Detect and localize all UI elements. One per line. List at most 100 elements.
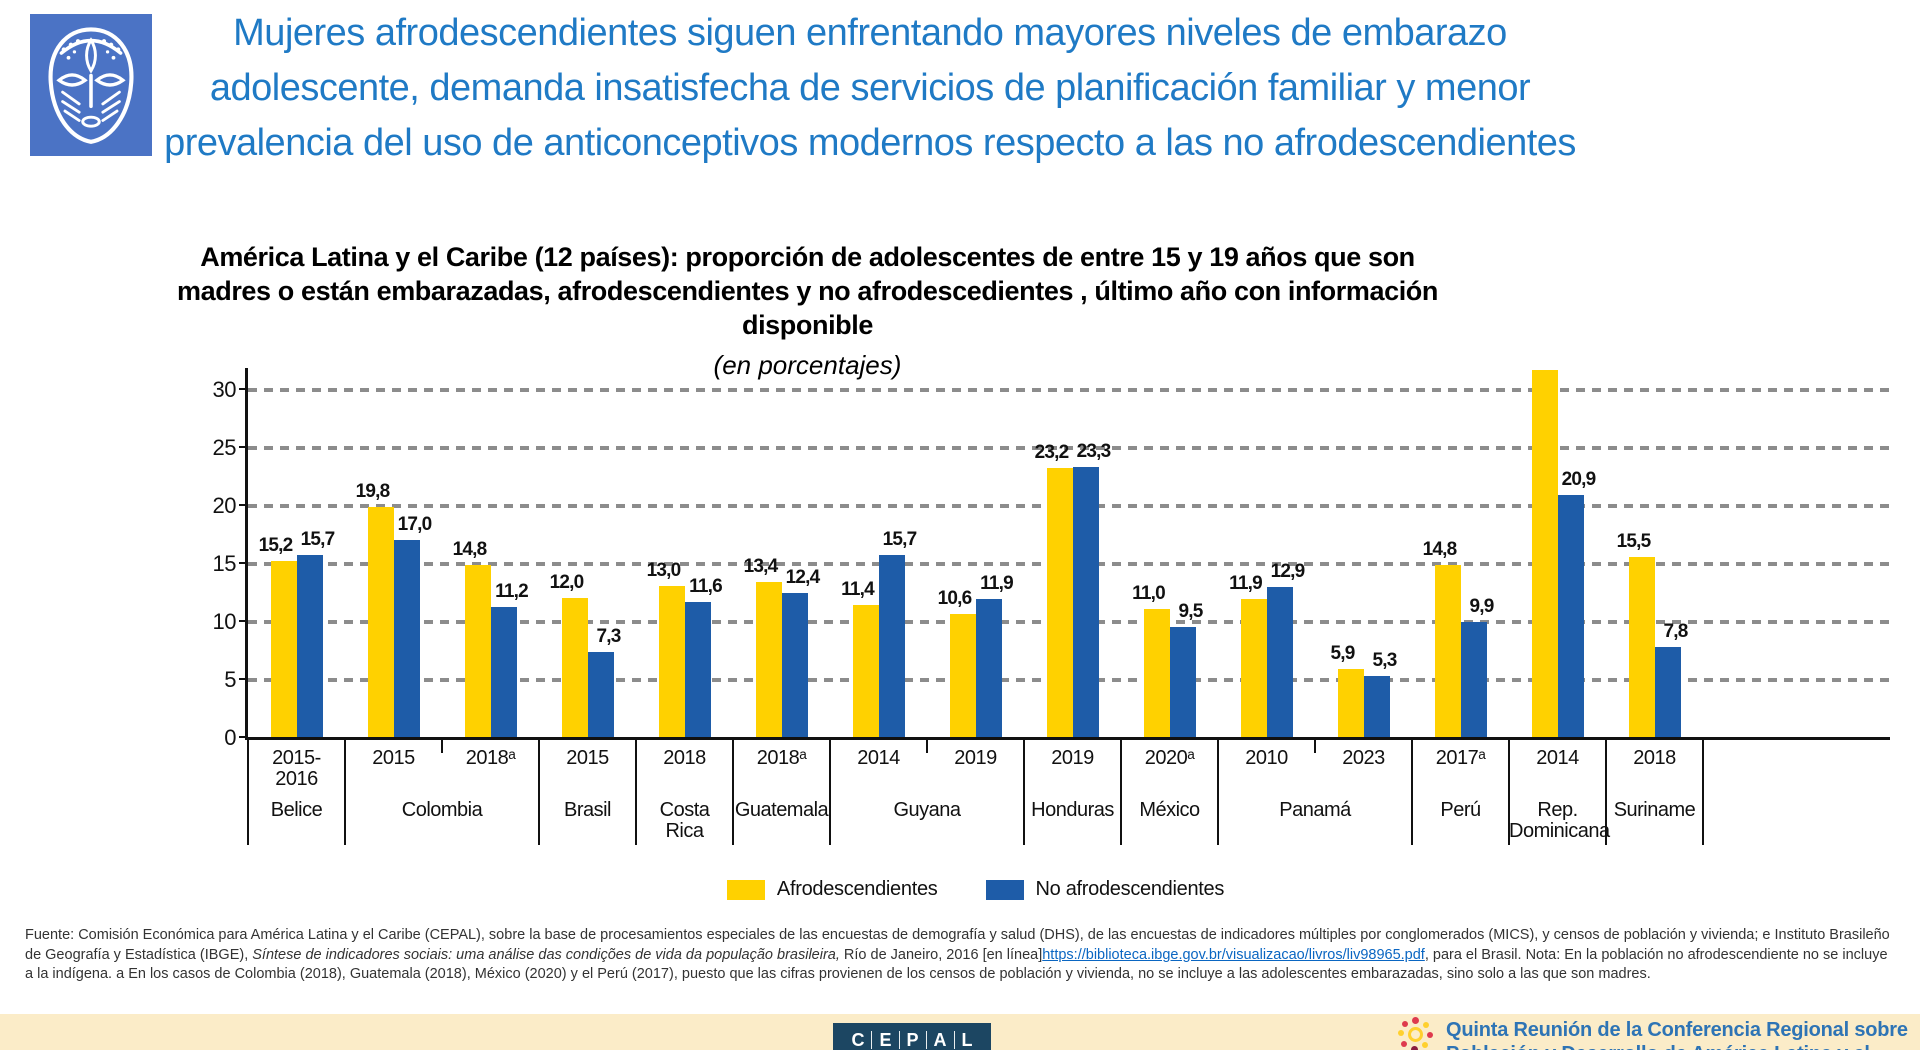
x-country-label: Rep. Dominicana <box>1509 799 1610 842</box>
year-divider-tick <box>441 737 443 753</box>
gridline-5 <box>248 678 1890 682</box>
axis-separator <box>1508 737 1510 845</box>
axis-separator <box>635 737 637 845</box>
bar-value-label: 11,2 <box>495 581 529 602</box>
axis-separator <box>1023 737 1025 845</box>
x-year-label: 2015- 2016 <box>272 747 321 790</box>
bar-no-afrodescendientes-0 <box>296 555 323 737</box>
bar-afrodescendientes-11 <box>1337 669 1364 737</box>
bar-value-label: 7,3 <box>596 626 621 647</box>
bar-no-afrodescendientes-5 <box>781 593 808 737</box>
bar-afrodescendientes-8 <box>1046 468 1073 737</box>
bar-value-label: 23,3 <box>1076 441 1112 462</box>
chart-subtitle: (en porcentajes) <box>713 350 902 380</box>
x-country-label: Honduras <box>1031 799 1114 821</box>
gridline-30 <box>248 388 1890 392</box>
chart-legend: Afrodescendientes No afrodescendientes <box>248 878 1703 901</box>
x-country-label: Belice <box>270 799 323 821</box>
legend-swatch <box>726 879 765 900</box>
bar-no-afrodescendientes-12 <box>1460 622 1487 737</box>
bar-no-afrodescendientes-2 <box>490 607 517 737</box>
footnote-normal: Río de Janeiro, 2016 [en línea] <box>839 946 1043 963</box>
axis-separator <box>1120 737 1122 845</box>
axis-separator <box>1605 737 1607 845</box>
cepal-logo-letter: L <box>961 1030 973 1050</box>
legend-item: No afrodescendientes <box>985 878 1225 901</box>
bar-value-label: 9,9 <box>1469 596 1494 617</box>
bar-no-afrodescendientes-6 <box>878 555 905 737</box>
bar-no-afrodescendientes-7 <box>975 599 1002 737</box>
bar-no-afrodescendientes-9 <box>1169 627 1196 737</box>
bar-afrodescendientes-9 <box>1143 609 1170 737</box>
bar-no-afrodescendientes-8 <box>1072 467 1099 737</box>
bar-afrodescendientes-14 <box>1628 557 1655 737</box>
y-axis-label-10: 10 <box>212 609 237 634</box>
bar-afrodescendientes-4 <box>658 586 685 737</box>
conference-title-line: Población y Desarrollo de América Latina… <box>1446 1042 1920 1050</box>
x-year-label: 2018 <box>1633 747 1676 769</box>
footnote-normal: Fuente: Comisión Económica para América … <box>25 927 1890 963</box>
y-axis-tick <box>239 562 248 564</box>
cepal-logo-letter: A <box>927 1031 955 1049</box>
legend-label: Afrodescendientes <box>776 878 938 900</box>
y-axis-label-0: 0 <box>224 725 236 750</box>
y-axis-label-15: 15 <box>212 551 237 576</box>
y-axis-tick <box>239 620 248 622</box>
x-country-label: México <box>1139 799 1200 821</box>
x-year-label: 2014 <box>857 747 900 769</box>
bar-afrodescendientes-1 <box>367 507 394 737</box>
y-axis-line <box>245 368 248 740</box>
x-country-label: Panamá <box>1279 799 1351 821</box>
y-axis-tick <box>239 504 248 506</box>
bar-afrodescendientes-0 <box>270 561 297 737</box>
gridline-15 <box>248 562 1890 566</box>
x-year-label: 2015 <box>566 747 609 769</box>
bar-value-label: 11,9 <box>1229 573 1263 594</box>
bar-no-afrodescendientes-11 <box>1363 676 1390 737</box>
y-axis-label-5: 5 <box>224 667 236 692</box>
x-country-label: Colombia <box>401 799 483 821</box>
x-year-label: 2014 <box>1536 747 1579 769</box>
cepal-logo-letter: C <box>844 1031 873 1049</box>
bar-value-label: 15,7 <box>882 529 918 550</box>
axis-separator <box>538 737 540 845</box>
bar-value-label: 12,0 <box>549 572 585 593</box>
legend-label: No afrodescendientes <box>1035 878 1225 900</box>
legend-item: Afrodescendientes <box>726 878 938 901</box>
footnote-link[interactable]: https://biblioteca.ibge.gov.br/visualiza… <box>1042 946 1425 963</box>
bar-value-label: 12,9 <box>1270 561 1306 582</box>
bar-afrodescendientes-5 <box>755 582 782 737</box>
x-year-label: 2019 <box>1051 747 1094 769</box>
bar-value-label: 11,9 <box>980 573 1014 594</box>
x-country-label: Brasil <box>563 799 612 821</box>
y-axis-tick <box>239 678 248 680</box>
footnote-italic: Síntese de indicadores sociais: uma anál… <box>252 946 840 963</box>
x-year-label: 2018ᵃ <box>756 747 807 769</box>
x-year-label: 2020ᵃ <box>1144 747 1195 769</box>
slide-title-line: adolescente, demanda insatisfecha de ser… <box>209 67 1531 109</box>
bar-value-label: 15,2 <box>258 535 294 556</box>
bar-value-label: 5,9 <box>1330 643 1355 664</box>
slide-title-line: Mujeres afrodescendientes siguen enfrent… <box>233 12 1507 54</box>
axis-separator <box>344 737 346 845</box>
x-country-label: Costa Rica <box>659 799 710 842</box>
y-axis-tick <box>239 736 248 738</box>
axis-separator <box>829 737 831 845</box>
bar-value-label: 5,3 <box>1372 650 1397 671</box>
bar-afrodescendientes-13 <box>1531 370 1558 737</box>
bar-value-label: 23,2 <box>1034 442 1070 463</box>
axis-separator <box>1702 737 1704 845</box>
bar-value-label: 14,8 <box>1422 539 1458 560</box>
african-mask-logo <box>30 14 152 156</box>
gridline-10 <box>248 620 1890 624</box>
bar-afrodescendientes-10 <box>1240 599 1267 737</box>
legend-swatch <box>985 879 1024 900</box>
chart-title-block: América Latina y el Caribe (12 países): … <box>160 240 1455 382</box>
x-year-label: 2018 <box>663 747 706 769</box>
axis-separator <box>1217 737 1219 845</box>
source-note: Fuente: Comisión Económica para América … <box>25 926 1897 985</box>
bar-value-label: 11,0 <box>1132 583 1166 604</box>
bar-value-label: 10,6 <box>937 588 973 609</box>
bar-afrodescendientes-12 <box>1434 565 1461 737</box>
